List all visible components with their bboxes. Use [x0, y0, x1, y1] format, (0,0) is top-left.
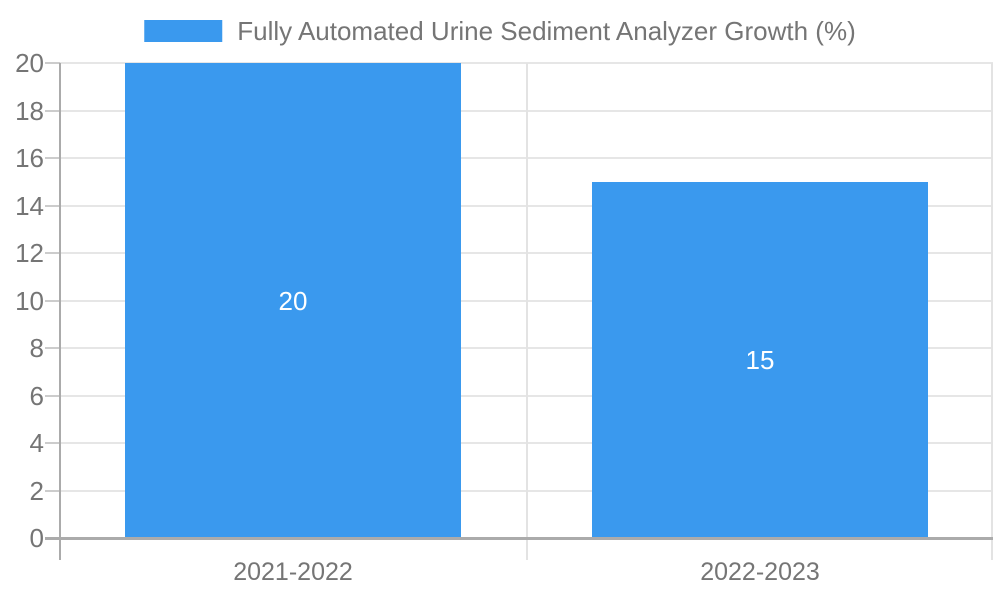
bar-2021-2022: [125, 63, 461, 537]
ytick-mark-20: [45, 62, 60, 64]
ytick-mark-10: [45, 300, 60, 302]
category-divider-line: [526, 63, 528, 560]
bar-value-label-2022-2023: 15: [745, 345, 775, 375]
plot-right-border: [991, 63, 993, 560]
ytick-label-18: 18: [15, 96, 44, 126]
ytick-label-16: 16: [15, 143, 44, 173]
ytick-mark-12: [45, 252, 60, 254]
ytick-mark-16: [45, 157, 60, 159]
ytick-mark-8: [45, 347, 60, 349]
ytick-mark-18: [45, 110, 60, 112]
ytick-label-14: 14: [15, 191, 44, 221]
ytick-mark-14: [45, 205, 60, 207]
x-axis-line: [45, 537, 993, 540]
xtick-label-2021-2022: 2021-2022: [233, 558, 353, 586]
xtick-label-2022-2023: 2022-2023: [700, 558, 820, 586]
ytick-label-2: 2: [29, 476, 44, 506]
ytick-label-8: 8: [29, 333, 44, 363]
ytick-label-6: 6: [29, 381, 44, 411]
ytick-mark-4: [45, 442, 60, 444]
ytick-label-0: 0: [29, 523, 44, 553]
ytick-mark-2: [45, 490, 60, 492]
legend-series-label: Fully Automated Urine Sediment Analyzer …: [237, 16, 856, 46]
legend: Fully Automated Urine Sediment Analyzer …: [144, 16, 856, 46]
ytick-label-10: 10: [15, 286, 44, 316]
bar-2022-2023: [592, 182, 928, 537]
bar-value-label-2021-2022: 20: [278, 286, 308, 316]
y-axis-line: [59, 63, 61, 560]
ytick-mark-6: [45, 395, 60, 397]
ytick-label-12: 12: [15, 238, 44, 268]
legend-swatch: [144, 20, 223, 42]
ytick-label-20: 20: [15, 48, 44, 78]
ytick-label-4: 4: [29, 428, 44, 458]
